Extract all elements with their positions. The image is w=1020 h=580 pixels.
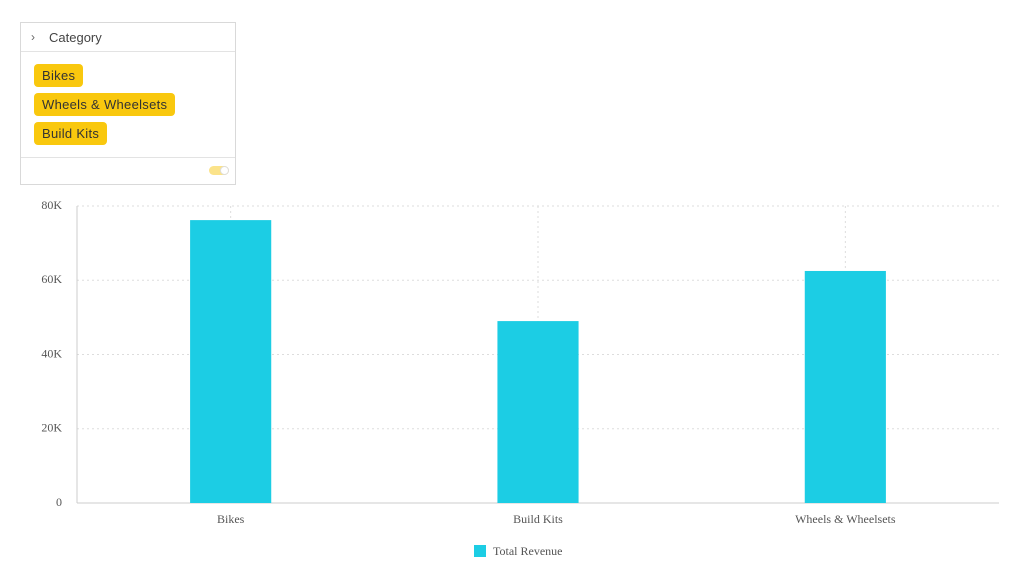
legend-label: Total Revenue — [493, 544, 562, 558]
y-tick-label: 40K — [41, 346, 62, 360]
x-tick-label: Bikes — [217, 512, 245, 526]
chip-list: Bikes Wheels & Wheelsets Build Kits — [21, 52, 235, 145]
filter-panel: › Category Bikes Wheels & Wheelsets Build … — [20, 22, 236, 185]
filter-footer — [21, 157, 235, 185]
legend-swatch — [474, 545, 486, 557]
bar — [804, 270, 886, 503]
chip[interactable]: Build Kits — [34, 122, 108, 145]
toggle[interactable] — [209, 166, 229, 175]
y-tick-label: 80K — [41, 198, 62, 212]
chip[interactable]: Wheels & Wheelsets — [34, 93, 176, 116]
filter-title: Category — [49, 29, 102, 45]
x-tick-label: Build Kits — [513, 512, 563, 526]
bar — [497, 321, 579, 503]
filter-header[interactable]: › Category — [21, 23, 235, 52]
y-tick-label: 20K — [41, 421, 62, 435]
y-tick-label: 60K — [41, 272, 62, 286]
chip[interactable]: Bikes — [34, 64, 84, 87]
chevron[interactable]: › — [31, 30, 35, 44]
y-tick-label: 0 — [56, 495, 62, 509]
x-tick-label: Wheels & Wheelsets — [795, 512, 896, 526]
bar — [190, 220, 272, 504]
